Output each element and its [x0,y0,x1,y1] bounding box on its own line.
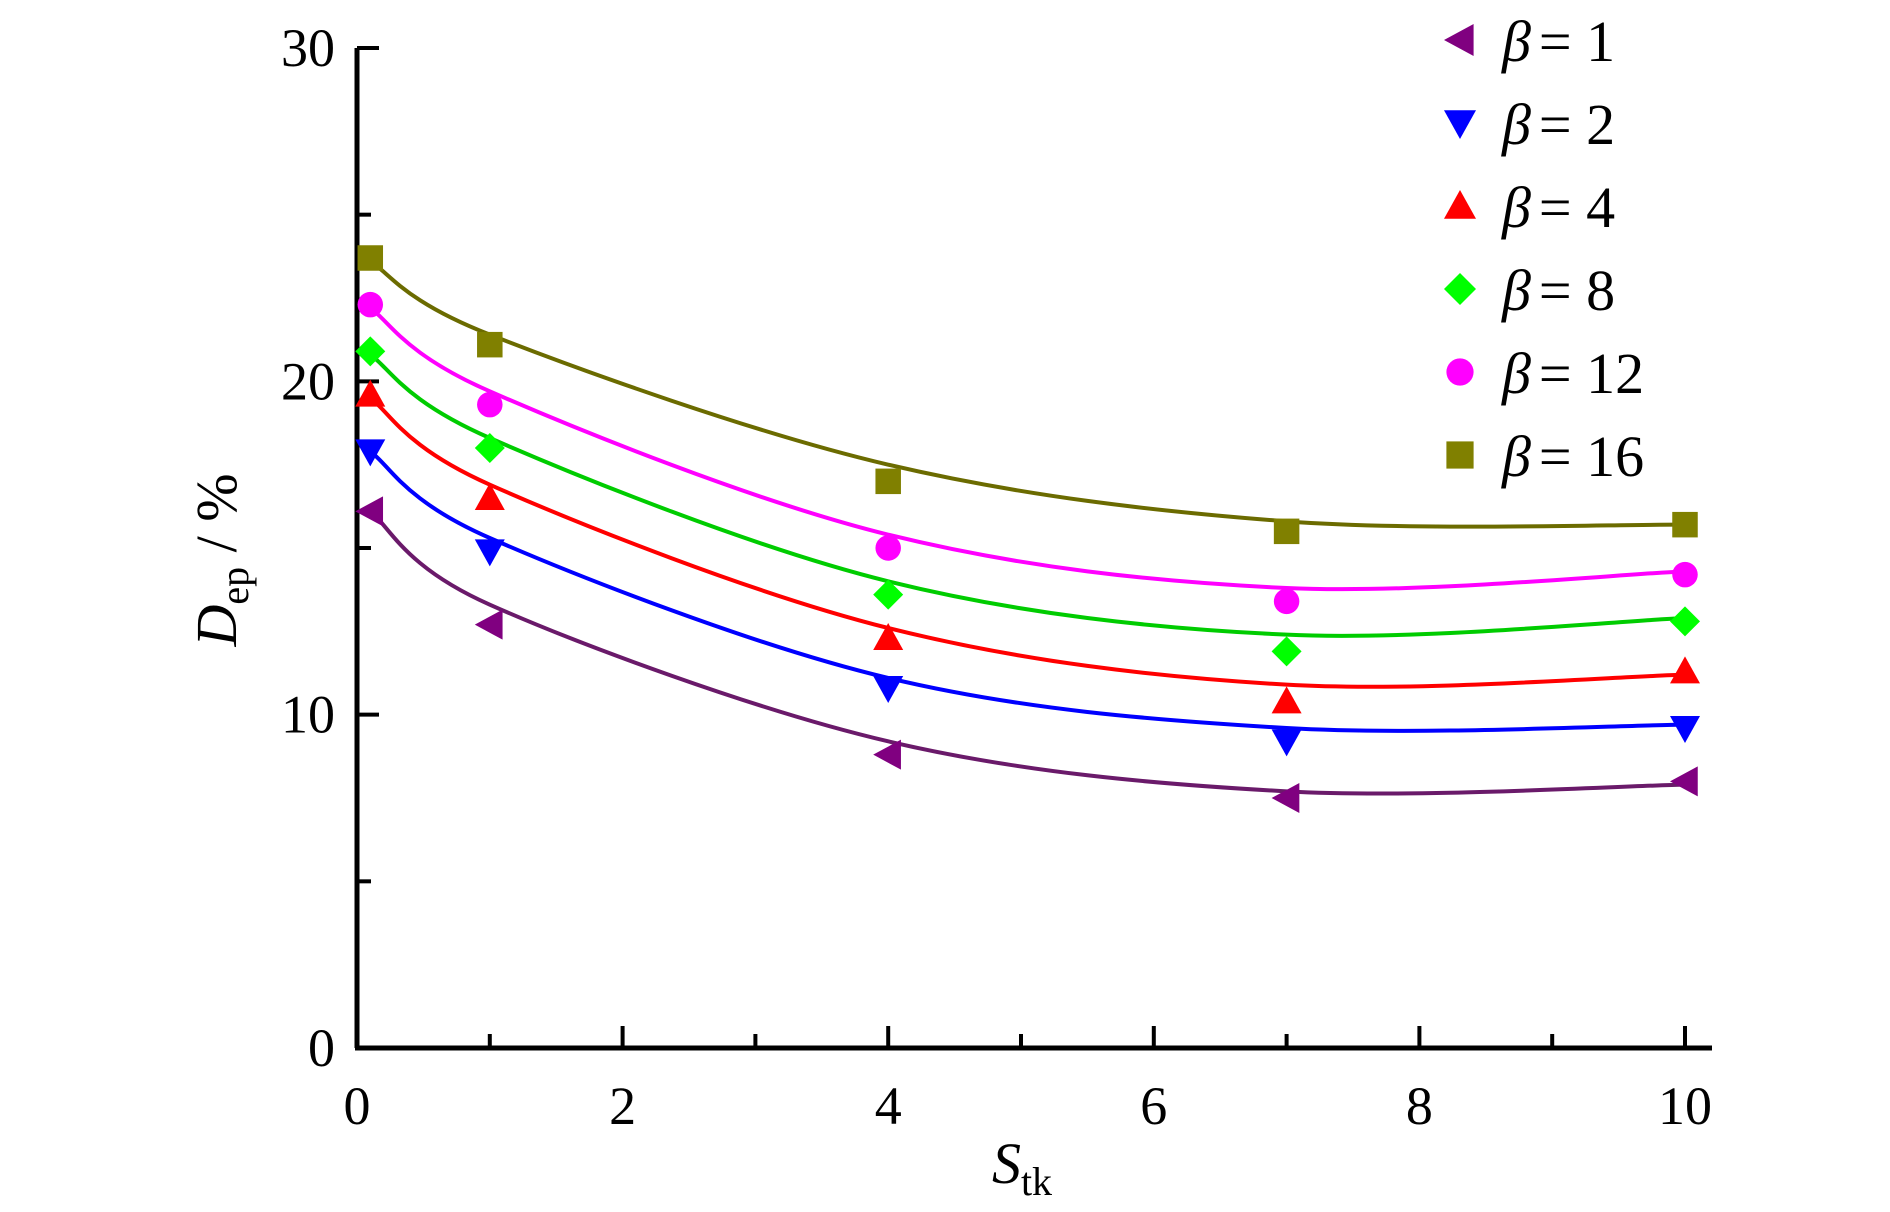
legend-marker [1444,24,1474,56]
data-point [1273,588,1300,615]
legend-value: = 16 [1539,424,1644,489]
x-tick-label: 8 [1406,1076,1433,1136]
fit-curve [369,396,1686,689]
data-point [1672,561,1698,588]
legend-beta-symbol: β [1501,341,1531,406]
data-points [355,245,1700,813]
legend-label: β = 16 [1501,424,1644,489]
y-tick-label: 20 [281,351,335,411]
legend-value: = 8 [1539,258,1615,323]
x-axis-title-main: S [992,1131,1021,1196]
data-point [875,468,901,495]
legend-marker [1446,358,1474,386]
data-point [474,483,505,510]
data-point [355,439,386,467]
axes: 0 10 20 30 0 2 4 6 8 10 [281,18,1712,1136]
y-axis-title-unit: / % [184,473,249,566]
legend-value: = 2 [1539,92,1615,157]
legend-label: β = 4 [1501,175,1615,240]
x-tick-label: 2 [609,1076,636,1136]
legend-label: β = 12 [1501,341,1644,406]
legend-label: β = 8 [1501,258,1615,323]
data-point [1273,518,1300,545]
legend-value: = 4 [1539,175,1615,240]
legend-label: β = 2 [1501,92,1615,157]
x-axis-title: Stk [992,1131,1052,1204]
legend-beta-symbol: β [1501,92,1531,157]
legend-value: = 1 [1539,9,1615,74]
x-tick-label: 6 [1140,1076,1167,1136]
legend: β = 1β = 2β = 4β = 8β = 12β = 16 [1444,9,1644,489]
data-point [1672,511,1698,538]
data-point [873,579,904,610]
legend-beta-symbol: β [1501,424,1531,489]
data-point [1271,783,1300,813]
data-point [477,391,503,418]
data-point [355,379,386,407]
data-point [355,496,384,527]
data-point [474,609,503,640]
data-point [1670,716,1700,743]
data-point [873,676,904,703]
fit-curves [369,259,1686,796]
data-point [1271,636,1302,667]
x-tick-label: 0 [344,1076,371,1136]
legend-marker [1444,110,1476,139]
legend-marker [1444,190,1476,219]
legend-beta-symbol: β [1501,258,1531,323]
legend-beta-symbol: β [1501,175,1531,240]
fit-curve [369,259,1686,529]
data-point [1271,729,1302,757]
legend-beta-symbol: β [1501,9,1531,74]
data-point [357,245,384,271]
y-axis-title-main: D [184,605,249,648]
data-point [474,539,505,567]
data-point [357,291,384,318]
y-tick-label: 0 [308,1018,335,1078]
y-tick-label: 30 [281,18,335,78]
data-point [873,739,901,770]
x-axis-title-sub: tk [1021,1159,1052,1204]
legend-marker [1446,441,1474,469]
legend-label: β = 1 [1501,9,1615,74]
data-point [875,535,901,561]
data-point [477,331,503,358]
x-tick-label: 4 [875,1076,902,1136]
fit-curve [369,509,1686,796]
y-axis-title: Dep / % [184,473,257,647]
x-tick-label: 10 [1658,1076,1712,1136]
fit-curve [369,353,1686,638]
data-point [1670,606,1700,637]
y-tick-label: 10 [281,685,335,745]
legend-value: = 12 [1539,341,1644,406]
data-point [1670,766,1698,797]
fit-curve [369,306,1686,592]
fit-curve [369,449,1686,733]
data-point [355,336,386,367]
data-point [1271,686,1302,714]
data-point [873,623,904,650]
y-axis-title-sub: ep [212,567,257,605]
data-point [1670,656,1700,684]
data-point [474,433,505,463]
legend-marker [1444,273,1476,305]
